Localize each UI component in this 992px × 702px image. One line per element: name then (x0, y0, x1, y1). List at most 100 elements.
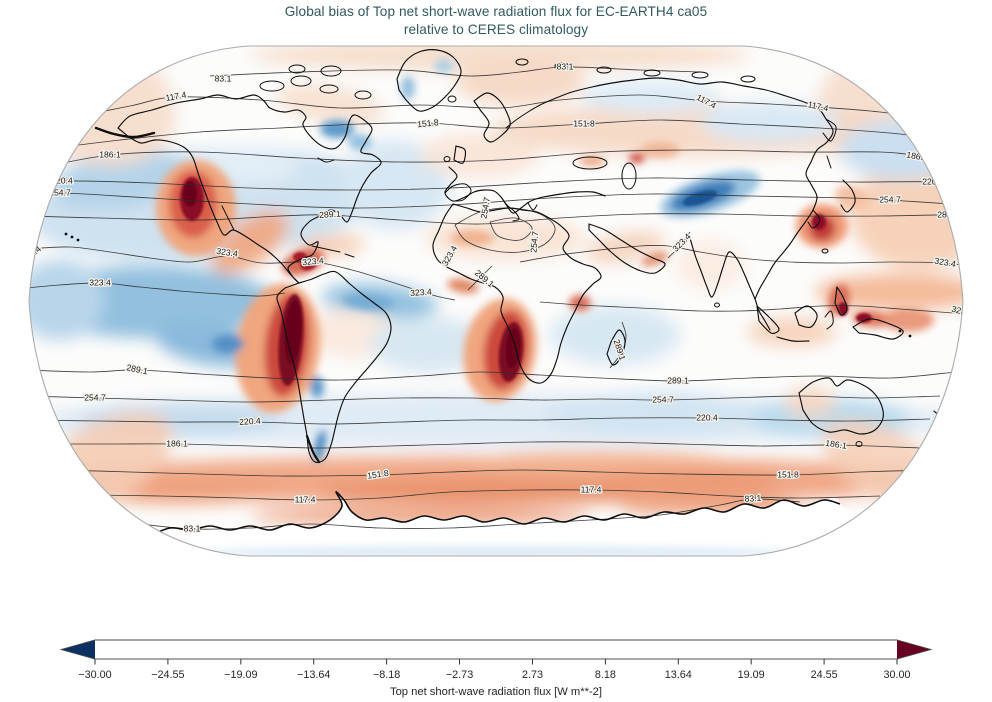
contour-line (519, 244, 963, 267)
coastline (527, 202, 538, 211)
coastline (840, 179, 856, 213)
island-outline (354, 90, 372, 100)
bias-blob (434, 59, 454, 73)
contour-line (89, 489, 881, 501)
coastline (311, 245, 341, 253)
bias-blob (470, 451, 730, 473)
bias-blob (682, 190, 718, 206)
bias-blob (579, 156, 605, 166)
contour-label: 220.4 (696, 412, 718, 422)
bias-blob (569, 295, 591, 311)
colorbar-extend-under (61, 640, 95, 659)
bias-blob (675, 240, 745, 290)
figure-title: Global bias of Top net short-wave radiat… (0, 3, 992, 38)
island-outline (821, 248, 829, 254)
contour-label: 220.4 (239, 416, 261, 427)
colorbar-tick-label: 19.09 (738, 669, 765, 681)
colorbar-tick-label: 2.73 (522, 669, 543, 681)
contour-line (29, 246, 456, 301)
colorbar-body: −30.00 −24.55 −19.09 −13.64 −8.18 −2.73 2.73 8.… (59, 639, 933, 681)
contour-line (29, 417, 931, 425)
colorbar-tick-label: −8.18 (373, 669, 400, 681)
contour-label: 83.1 (215, 73, 232, 83)
contour-label: 254.7 (879, 194, 901, 204)
bias-blob (629, 153, 645, 163)
bias-blob (580, 81, 720, 113)
coastline (276, 270, 392, 464)
contour-label: 151.8 (573, 118, 595, 128)
contour-line (29, 213, 963, 225)
island-outline (691, 71, 709, 79)
bias-blob (196, 546, 796, 556)
coastline (500, 196, 520, 222)
contour-line (59, 469, 931, 477)
contour-label: 186.1 (166, 438, 188, 448)
island-outline (572, 156, 608, 170)
coastline (776, 336, 810, 342)
colorbar-tick-label: 30.00 (883, 669, 910, 681)
contour-line (539, 301, 963, 315)
colorbar-tick-label: 8.18 (595, 669, 616, 681)
contour-label: 83.1 (557, 61, 574, 71)
bias-blob (293, 252, 307, 262)
island-outline (320, 65, 342, 77)
bias-blob (342, 293, 394, 311)
contour-label: 117.4 (581, 484, 602, 494)
figure-title-line2: relative to CERES climatology (403, 21, 589, 37)
bias-field-bottom-fringe (196, 546, 796, 556)
bias-blob (340, 140, 450, 230)
island-outline (554, 62, 570, 70)
contour-label: 254.7 (652, 394, 674, 404)
coastline (834, 286, 848, 316)
coastline (505, 97, 557, 129)
island-outline (319, 84, 339, 94)
bias-blob (815, 274, 963, 310)
coastline (453, 145, 467, 164)
bias-blob (29, 260, 105, 340)
colorbar-tick-label: 13.64 (665, 669, 692, 681)
contour-line (139, 498, 801, 530)
bias-blob (856, 313, 872, 323)
coastline (822, 118, 837, 142)
contour-label: 254.7 (528, 231, 540, 254)
coastline (794, 305, 818, 329)
contour-line (39, 119, 956, 151)
coastline (396, 49, 462, 112)
island-outline (621, 162, 637, 190)
coastline (94, 126, 156, 139)
bias-blob (425, 216, 585, 260)
bias-blob (211, 210, 289, 274)
contour-label: 323.4 (302, 255, 325, 267)
bias-blob (700, 102, 840, 142)
bias-blob (320, 479, 640, 505)
coastline (824, 310, 834, 330)
coastline (606, 329, 626, 366)
contour-line (69, 94, 941, 121)
contour-label: 323.4 (410, 287, 432, 298)
contour-loop (467, 265, 493, 291)
contour-label: 83.1 (744, 493, 761, 504)
contour-line (29, 192, 963, 209)
bias-blob (785, 386, 835, 418)
bias-blob (314, 430, 326, 462)
climatology-contours (29, 66, 963, 530)
small-island (64, 232, 68, 236)
contour-label: 186.1 (99, 149, 121, 159)
bias-blob (348, 134, 372, 150)
bias-blob (300, 257, 318, 271)
contour-label: 289.1 (667, 375, 689, 385)
coastline (756, 305, 780, 334)
bias-blob (747, 318, 837, 346)
bias-blob (212, 335, 244, 353)
coastline (305, 434, 321, 464)
bias-blob (600, 470, 780, 494)
bias-blob (50, 149, 190, 211)
island-outline (740, 75, 756, 83)
coastline (588, 223, 666, 275)
colorbar-outline (59, 639, 933, 660)
island-outline (259, 80, 285, 92)
coastline (432, 203, 602, 384)
coastline (807, 209, 821, 229)
